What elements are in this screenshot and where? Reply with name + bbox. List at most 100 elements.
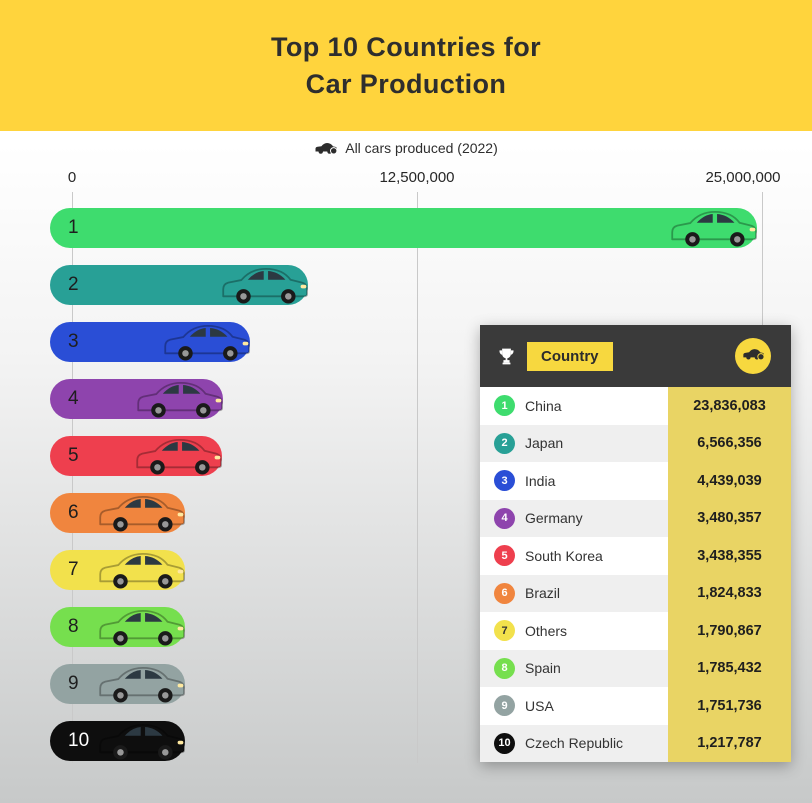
car-icon <box>93 481 187 533</box>
table-row-others: 7 Others 1,790,867 <box>480 612 791 650</box>
country-cell: 5 South Korea <box>480 537 668 575</box>
bar-india: 3 <box>50 322 250 362</box>
rank-badge: 4 <box>494 507 515 529</box>
country-cell: 8 Spain <box>480 649 668 687</box>
country-cell: 6 Brazil <box>480 574 668 612</box>
rank-badge: 7 <box>494 620 515 642</box>
header: Top 10 Countries for Car Production <box>0 0 812 131</box>
rank-badge: 8 <box>494 657 515 679</box>
rank-badge: 2 <box>494 432 515 454</box>
country-value: 1,824,833 <box>668 574 791 612</box>
bar-usa: 9 <box>50 664 186 704</box>
bar-south-korea: 5 <box>50 436 222 476</box>
bar-rank-label: 2 <box>68 274 79 295</box>
axis-tick-mid: 12,500,000 <box>379 169 455 186</box>
country-name: China <box>525 397 562 414</box>
country-column-header: Country <box>527 341 613 371</box>
legend-label: All cars produced (2022) <box>345 140 498 156</box>
bar-rank-label: 5 <box>68 445 79 466</box>
axis-tick-min: 0 <box>67 169 77 186</box>
bar-rank-label: 10 <box>68 730 90 751</box>
bar-rank-label: 8 <box>68 616 79 637</box>
car-icon <box>216 253 310 305</box>
table-row-japan: 2 Japan 6,566,356 <box>480 424 791 462</box>
bar-row-4: 4 <box>50 371 812 428</box>
country-value: 23,836,083 <box>668 387 791 425</box>
bar-czech-republic: 10 <box>50 721 186 761</box>
country-cell: 2 Japan <box>480 424 668 462</box>
value-column-header <box>735 338 771 374</box>
bar-chart: 1 2 3 4 5 6 7 8 9 10 <box>50 200 812 770</box>
country-cell: 1 China <box>480 387 668 425</box>
title-line-1: Top 10 Countries for <box>270 31 541 62</box>
table-header: Country <box>480 325 791 387</box>
car-icon <box>742 347 765 366</box>
table-body: 1 China 23,836,083 2 Japan 6,566,356 3 India 4,4… <box>480 387 791 762</box>
bar-brazil: 6 <box>50 493 186 533</box>
car-icon <box>314 141 338 155</box>
table-row-germany: 4 Germany 3,480,357 <box>480 499 791 537</box>
country-name: Czech Republic <box>525 735 624 752</box>
country-value: 1,751,736 <box>668 687 791 725</box>
bar-japan: 2 <box>50 265 309 305</box>
bar-row-5: 5 <box>50 428 812 485</box>
table-row-india: 3 India 4,439,039 <box>480 462 791 500</box>
country-cell: 9 USA <box>480 687 668 725</box>
car-icon <box>93 538 187 590</box>
country-value: 1,785,432 <box>668 649 791 687</box>
country-value: 3,438,355 <box>668 537 791 575</box>
bar-china: 1 <box>50 208 758 248</box>
car-icon <box>158 310 252 362</box>
car-icon <box>93 595 187 647</box>
country-name: Japan <box>525 435 564 452</box>
bar-row-7: 7 <box>50 542 812 599</box>
country-name: Others <box>525 622 568 639</box>
bar-rank-label: 1 <box>68 217 79 238</box>
table-row-south-korea: 5 South Korea 3,438,355 <box>480 537 791 575</box>
country-value: 1,217,787 <box>668 724 791 762</box>
legend: All cars produced (2022) <box>0 140 812 156</box>
country-name: Germany <box>525 510 583 527</box>
country-value: 1,790,867 <box>668 612 791 650</box>
bar-rank-label: 3 <box>68 331 79 352</box>
bar-rank-label: 6 <box>68 502 79 523</box>
country-cell: 4 Germany <box>480 499 668 537</box>
bar-row-1: 1 <box>50 200 812 257</box>
bar-germany: 4 <box>50 379 224 419</box>
country-value: 3,480,357 <box>668 499 791 537</box>
table-row-usa: 9 USA 1,751,736 <box>480 687 791 725</box>
car-icon <box>665 196 759 248</box>
country-value: 4,439,039 <box>668 462 791 500</box>
rank-badge: 9 <box>494 695 515 717</box>
gridline-min <box>72 192 73 763</box>
country-name: USA <box>525 697 554 714</box>
rank-badge: 6 <box>494 582 515 604</box>
table-row-brazil: 6 Brazil 1,824,833 <box>480 574 791 612</box>
gridline-mid <box>417 192 418 763</box>
car-icon <box>130 424 224 476</box>
bar-others: 7 <box>50 550 186 590</box>
bar-spain: 8 <box>50 607 186 647</box>
bar-rank-label: 4 <box>68 388 79 409</box>
country-name: Brazil <box>525 585 561 602</box>
bar-row-6: 6 <box>50 485 812 542</box>
bar-row-10: 10 <box>50 713 812 770</box>
country-cell: 3 India <box>480 462 668 500</box>
trophy-icon <box>496 346 517 367</box>
country-cell: 10 Czech Republic <box>480 724 668 762</box>
axis-tick-max: 25,000,000 <box>705 169 781 186</box>
country-cell: 7 Others <box>480 612 668 650</box>
rank-badge: 10 <box>494 732 515 754</box>
rank-badge: 3 <box>494 470 515 492</box>
bar-row-3: 3 <box>50 314 812 371</box>
bar-rank-label: 7 <box>68 559 79 580</box>
bar-row-8: 8 <box>50 599 812 656</box>
car-icon <box>131 367 225 419</box>
country-name: Spain <box>525 660 561 677</box>
car-icon <box>93 709 187 761</box>
title-line-2: Car Production <box>305 68 507 99</box>
table-row-china: 1 China 23,836,083 <box>480 387 791 425</box>
country-name: India <box>525 472 556 489</box>
page-title: Top 10 Countries for Car Production <box>271 29 541 103</box>
